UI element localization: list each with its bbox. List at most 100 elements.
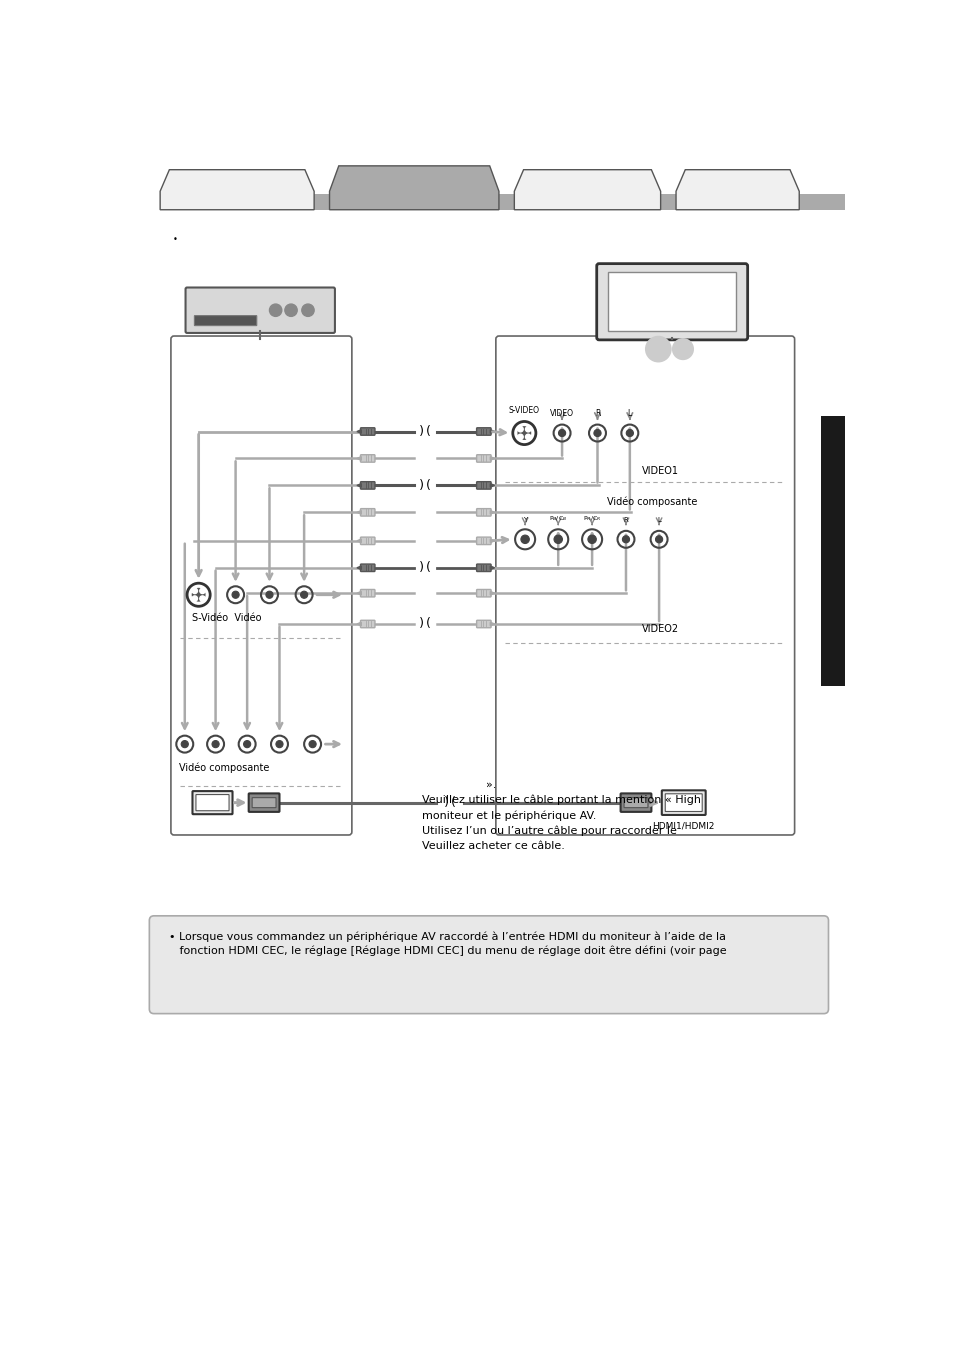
Circle shape xyxy=(554,535,562,544)
FancyBboxPatch shape xyxy=(476,482,491,489)
Text: )(: )( xyxy=(442,796,457,809)
Text: • Lorsque vous commandez un périphérique AV raccordé à l’entrée HDMI du moniteur: • Lorsque vous commandez un périphérique… xyxy=(170,931,726,957)
FancyBboxPatch shape xyxy=(150,915,827,1014)
Polygon shape xyxy=(356,510,361,514)
FancyBboxPatch shape xyxy=(476,455,491,462)
Text: Vidéo composante: Vidéo composante xyxy=(178,763,269,774)
FancyBboxPatch shape xyxy=(608,273,736,331)
Circle shape xyxy=(655,536,662,543)
FancyBboxPatch shape xyxy=(249,794,279,811)
Text: VIDEO2: VIDEO2 xyxy=(641,624,679,634)
FancyBboxPatch shape xyxy=(360,428,375,435)
Text: VIDEO1: VIDEO1 xyxy=(641,466,679,477)
Circle shape xyxy=(301,304,314,316)
Polygon shape xyxy=(329,166,498,209)
Text: ».: ». xyxy=(485,779,496,790)
Circle shape xyxy=(285,304,297,316)
Polygon shape xyxy=(356,483,361,487)
Circle shape xyxy=(520,535,529,544)
Polygon shape xyxy=(676,170,799,209)
Polygon shape xyxy=(356,456,361,460)
Text: S-VIDEO: S-VIDEO xyxy=(508,405,539,414)
Text: P$_B$/C$_B$: P$_B$/C$_B$ xyxy=(549,514,567,524)
FancyBboxPatch shape xyxy=(620,794,651,811)
FancyBboxPatch shape xyxy=(496,336,794,836)
Circle shape xyxy=(192,589,197,594)
FancyBboxPatch shape xyxy=(194,316,256,325)
Circle shape xyxy=(587,535,596,544)
Text: P$_R$/C$_R$: P$_R$/C$_R$ xyxy=(582,514,600,524)
FancyBboxPatch shape xyxy=(476,620,491,628)
Polygon shape xyxy=(356,622,361,626)
Circle shape xyxy=(517,427,522,432)
Text: VIDEO: VIDEO xyxy=(550,409,574,417)
FancyBboxPatch shape xyxy=(476,428,491,435)
Text: R: R xyxy=(594,409,599,417)
FancyBboxPatch shape xyxy=(185,288,335,333)
Polygon shape xyxy=(356,591,361,595)
Polygon shape xyxy=(356,429,361,433)
Circle shape xyxy=(269,304,281,316)
Text: HDMI1/HDMI2: HDMI1/HDMI2 xyxy=(652,821,714,830)
Bar xyxy=(820,416,844,686)
Circle shape xyxy=(232,591,239,598)
Text: L: L xyxy=(657,517,660,524)
FancyBboxPatch shape xyxy=(360,509,375,516)
FancyBboxPatch shape xyxy=(360,564,375,571)
Polygon shape xyxy=(490,429,494,433)
Text: )(: )( xyxy=(417,562,433,574)
Text: )(: )( xyxy=(417,425,433,437)
Text: Veuillez utiliser le câble portant la mention « High: Veuillez utiliser le câble portant la me… xyxy=(421,795,700,806)
Text: Y: Y xyxy=(522,517,527,524)
Circle shape xyxy=(594,429,600,436)
Text: )(: )( xyxy=(417,479,433,491)
FancyBboxPatch shape xyxy=(661,790,705,815)
Circle shape xyxy=(621,536,629,543)
Circle shape xyxy=(181,741,188,748)
Polygon shape xyxy=(490,510,494,514)
FancyBboxPatch shape xyxy=(195,795,229,811)
FancyBboxPatch shape xyxy=(664,794,701,811)
Polygon shape xyxy=(490,483,494,487)
Text: S-Vidéo  Vidéo: S-Vidéo Vidéo xyxy=(193,613,262,624)
FancyBboxPatch shape xyxy=(360,590,375,597)
Text: L: L xyxy=(627,409,631,417)
FancyBboxPatch shape xyxy=(360,620,375,628)
FancyBboxPatch shape xyxy=(476,564,491,571)
Circle shape xyxy=(517,435,522,440)
Text: Utilisez l’un ou l’autre câble pour raccorder le: Utilisez l’un ou l’autre câble pour racc… xyxy=(421,826,676,836)
Polygon shape xyxy=(490,456,494,460)
Circle shape xyxy=(558,429,565,436)
Polygon shape xyxy=(356,539,361,543)
FancyBboxPatch shape xyxy=(476,537,491,544)
FancyBboxPatch shape xyxy=(476,509,491,516)
Circle shape xyxy=(243,741,251,748)
Circle shape xyxy=(212,741,219,748)
Bar xyxy=(160,194,844,209)
FancyBboxPatch shape xyxy=(171,336,352,836)
FancyBboxPatch shape xyxy=(193,791,233,814)
Circle shape xyxy=(192,595,197,601)
Polygon shape xyxy=(356,566,361,570)
FancyBboxPatch shape xyxy=(623,798,647,807)
FancyBboxPatch shape xyxy=(596,263,747,340)
Text: R: R xyxy=(623,517,628,524)
FancyBboxPatch shape xyxy=(360,537,375,544)
Circle shape xyxy=(525,435,530,440)
Polygon shape xyxy=(490,591,494,595)
Text: Vidéo composante: Vidéo composante xyxy=(606,497,697,508)
Text: •: • xyxy=(173,235,178,244)
Text: )(: )( xyxy=(417,617,433,630)
Circle shape xyxy=(525,427,530,432)
FancyBboxPatch shape xyxy=(476,590,491,597)
FancyBboxPatch shape xyxy=(360,455,375,462)
Polygon shape xyxy=(514,170,659,209)
Circle shape xyxy=(192,587,205,602)
Circle shape xyxy=(199,589,205,594)
Polygon shape xyxy=(490,622,494,626)
Circle shape xyxy=(300,591,308,598)
Circle shape xyxy=(199,595,205,601)
Polygon shape xyxy=(160,170,314,209)
Text: Veuillez acheter ce câble.: Veuillez acheter ce câble. xyxy=(421,841,564,850)
Circle shape xyxy=(625,429,633,436)
